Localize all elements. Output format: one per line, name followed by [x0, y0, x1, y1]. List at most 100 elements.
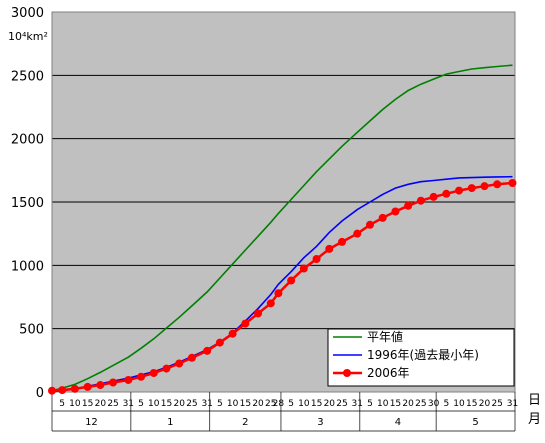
x-day-tick-label: 10: [453, 399, 465, 409]
legend: 平年値 1996年(過去最小年) 2006年: [327, 328, 515, 387]
x-month-label: 5: [472, 417, 478, 428]
x-day-tick-label: 15: [82, 399, 93, 409]
y-unit-label: 10⁴km²: [8, 30, 48, 43]
legend-label: 平年値: [367, 329, 403, 344]
y-axis: 0 500 1000 1500 2000 2500 3000: [11, 6, 44, 401]
plot-border: [51, 11, 516, 393]
series-lines: [48, 64, 517, 395]
series-point: [391, 207, 400, 216]
x-month-label: 4: [395, 417, 401, 428]
x-day-tick-label: 30: [428, 399, 440, 409]
series-point: [455, 186, 464, 195]
x-day-tick-label: 15: [311, 399, 322, 409]
y-tick-label: 2500: [11, 69, 44, 84]
x-day-tick-label: 25: [265, 399, 276, 409]
series-point: [508, 179, 517, 187]
series-point: [266, 299, 275, 308]
series-point: [137, 372, 146, 381]
series-point: [353, 229, 362, 238]
x-month-label: 3: [317, 417, 323, 428]
x-day-tick-label: 31: [201, 399, 212, 409]
series-point: [378, 213, 387, 222]
x-day-tick-label: 15: [161, 399, 172, 409]
x-day-tick-label: 31: [507, 399, 518, 409]
x-day-tick-label: 10: [298, 399, 310, 409]
y-tick-label: 1500: [11, 196, 44, 211]
x-day-tick-label: 20: [479, 399, 491, 409]
x-day-tick-label: 20: [324, 399, 336, 409]
series-point: [124, 375, 133, 384]
series-point: [325, 244, 334, 253]
x-day-tick-label: 20: [95, 399, 107, 409]
day-axis-label: 日: [528, 393, 541, 408]
x-day-tick-label: 10: [148, 399, 160, 409]
series-point: [96, 381, 105, 390]
x-day-tick-label: 25: [107, 399, 118, 409]
series-point: [287, 276, 296, 285]
y-tick-label: 500: [19, 323, 44, 338]
series-point: [162, 364, 171, 373]
x-day-tick-label: 10: [377, 399, 389, 409]
x-month-label: 12: [85, 417, 98, 428]
x-day-tick-label: 5: [217, 399, 223, 409]
series-point: [467, 184, 476, 193]
series-point: [228, 329, 237, 338]
x-month-label: 1: [167, 417, 173, 428]
x-day-tick-label: 25: [415, 399, 426, 409]
x-day-tick-label: 31: [352, 399, 363, 409]
series-point: [493, 180, 502, 189]
x-day-tick-label: 5: [288, 399, 294, 409]
x-month-label: 2: [242, 417, 248, 428]
series-point: [48, 386, 56, 395]
series-point: [109, 378, 118, 387]
x-day-tick-label: 5: [443, 399, 449, 409]
legend-label: 2006年: [367, 366, 410, 380]
series-point: [429, 192, 438, 201]
series-point: [416, 196, 425, 205]
series-point: [338, 237, 347, 246]
x-day-tick-label: 15: [390, 399, 401, 409]
y-tick-label: 3000: [11, 6, 44, 21]
series-point: [187, 353, 196, 362]
series-point: [274, 289, 283, 298]
y-tick-label: 0: [36, 386, 44, 401]
series-point: [254, 309, 263, 318]
x-day-tick-label: 5: [138, 399, 144, 409]
series-point: [442, 189, 451, 198]
y-tick-label: 2000: [11, 133, 44, 148]
x-day-tick-label: 10: [69, 399, 81, 409]
y-tick-label: 1000: [11, 259, 44, 274]
legend-label: 1996年(過去最小年): [367, 348, 479, 362]
series-point: [404, 201, 413, 210]
x-day-tick-label: 5: [367, 399, 373, 409]
series-point: [149, 369, 158, 377]
x-day-tick-label: 25: [186, 399, 197, 409]
x-day-tick-label: 15: [466, 399, 477, 409]
x-day-tick-label: 10: [227, 399, 239, 409]
series-point: [203, 346, 212, 355]
x-day-tick-label: 15: [240, 399, 251, 409]
x-day-tick-label: 31: [123, 399, 134, 409]
x-day-tick-label: 20: [402, 399, 414, 409]
legend-box: [327, 328, 515, 387]
x-day-tick-label: 28: [273, 399, 285, 409]
month-axis-label: 月: [528, 412, 541, 427]
series-point: [175, 359, 184, 368]
x-day-tick-label: 20: [173, 399, 185, 409]
x-day-tick-label: 5: [59, 399, 65, 409]
x-day-tick-label: 25: [336, 399, 347, 409]
x-day-tick-label: 25: [491, 399, 502, 409]
series-line-0: [51, 64, 513, 392]
series-point: [480, 182, 489, 191]
x-day-tick-label: 20: [252, 399, 264, 409]
series-point: [365, 220, 374, 229]
series-point: [215, 338, 224, 347]
series-point: [70, 384, 79, 393]
series-point: [312, 255, 321, 263]
series-point: [241, 319, 250, 328]
legend-marker: [343, 369, 351, 377]
series-point: [299, 264, 308, 273]
series-point: [58, 386, 67, 395]
